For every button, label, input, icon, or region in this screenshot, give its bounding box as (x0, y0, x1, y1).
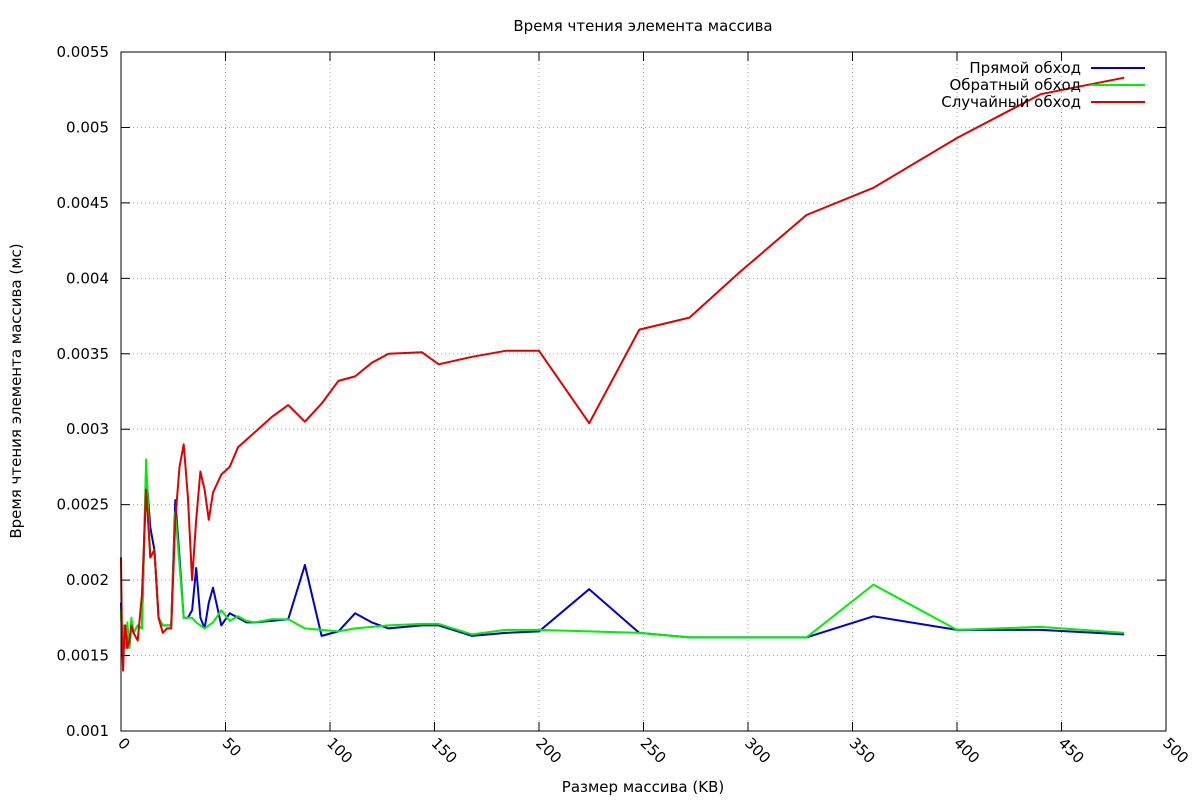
series-group (120, 76, 1125, 672)
legend-label: Прямой обход (969, 59, 1081, 77)
axis-ticks (120, 51, 1167, 732)
y-tick-label: 0.001 (66, 722, 109, 740)
y-tick-label: 0.005 (66, 118, 109, 136)
legend-label: Обратный обход (949, 76, 1081, 94)
y-tick-label: 0.0035 (57, 345, 110, 363)
y-axis-title: Время чтения элемента массива (мс) (7, 243, 25, 538)
legend-label: Случайный обход (941, 93, 1081, 111)
series-line-3 (120, 76, 1125, 672)
y-tick-label: 0.0045 (57, 194, 110, 212)
y-tick-label: 0.002 (66, 571, 109, 589)
x-axis-title: Размер массива (KB) (562, 778, 724, 796)
y-tick-label: 0.004 (66, 269, 109, 287)
chart-title: Время чтения элемента массива (513, 17, 772, 35)
y-tick-label: 0.0055 (57, 43, 110, 61)
series-line-2 (120, 458, 1125, 657)
y-tick-label: 0.0025 (57, 496, 110, 514)
y-tick-label: 0.0015 (57, 647, 110, 665)
y-tick-label: 0.003 (66, 420, 109, 438)
